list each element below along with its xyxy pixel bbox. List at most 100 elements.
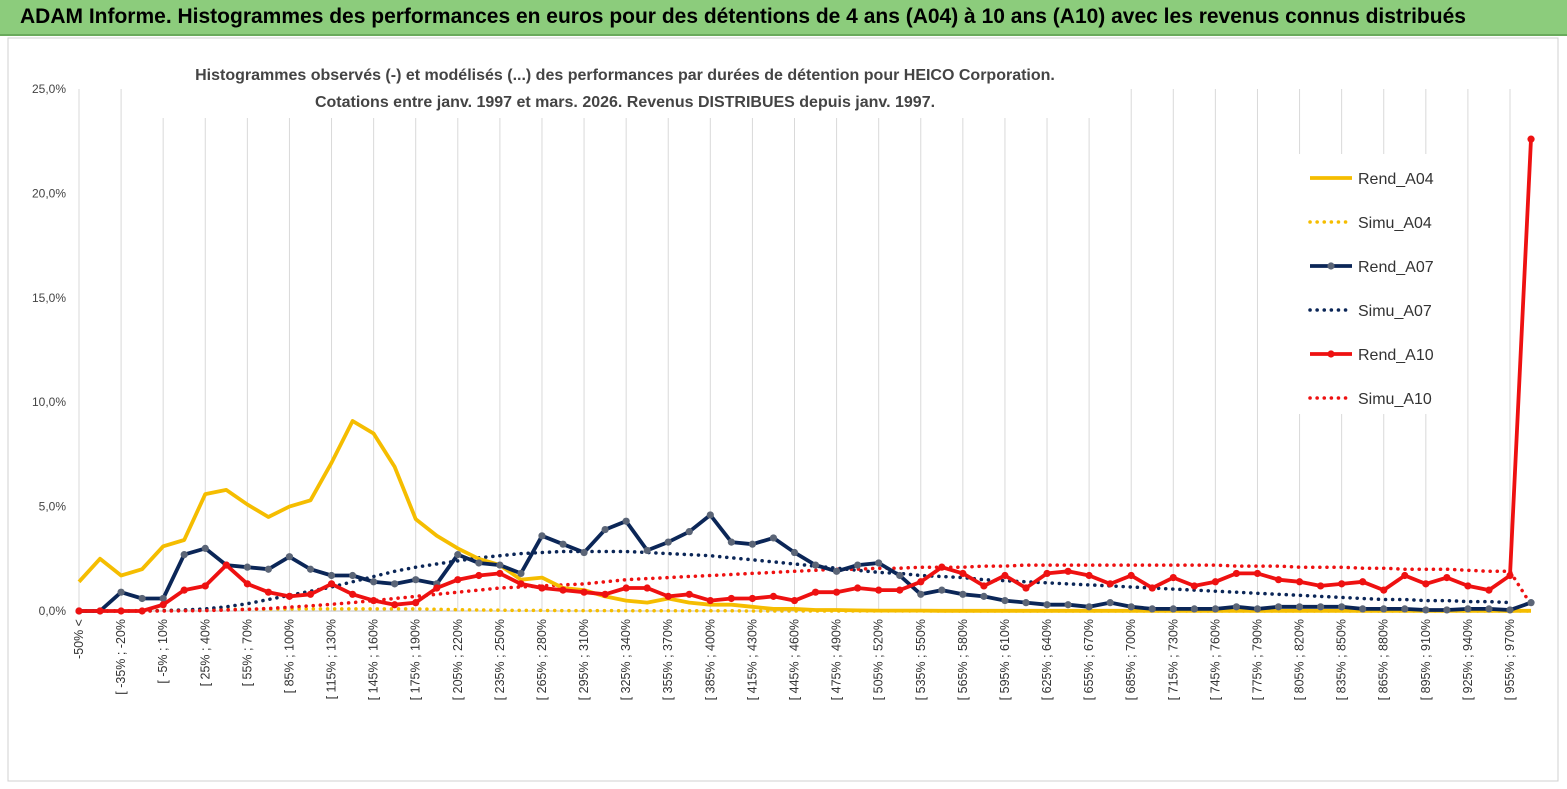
y-tick-label: 5,0% — [39, 500, 67, 514]
data-point-rend-a07 — [748, 540, 757, 548]
data-point-rend-a07 — [811, 561, 820, 569]
data-point-rend-a10 — [727, 594, 735, 603]
data-point-rend-a07 — [538, 532, 546, 540]
x-tick-label: [ 325% ; 340% — [619, 619, 633, 700]
data-point-rend-a10 — [580, 588, 588, 596]
data-point-rend-a10 — [1211, 578, 1219, 586]
data-point-rend-a07 — [875, 559, 883, 567]
data-point-rend-a07 — [1085, 603, 1093, 611]
data-point-rend-a10 — [412, 599, 420, 607]
x-tick-label: [ 895% ; 910% — [1419, 619, 1433, 700]
data-point-rend-a07 — [1232, 603, 1241, 611]
data-point-rend-a10 — [1401, 571, 1409, 580]
series-line-rend-a07 — [79, 513, 1532, 613]
data-point-rend-a10 — [1317, 582, 1325, 590]
series-line-rend-a04 — [77, 419, 1531, 613]
x-tick-label: [ 265% ; 280% — [535, 619, 549, 700]
data-point-rend-a07 — [159, 594, 167, 603]
x-tick-label: [ 25% ; 40% — [198, 619, 212, 686]
report-title: ADAM Informe. Histogrammes des performan… — [20, 5, 1466, 28]
data-point-rend-a07 — [1127, 603, 1135, 611]
data-point-rend-a07 — [959, 590, 967, 598]
data-point-rend-a10 — [1085, 571, 1093, 580]
performance-histogram-chart: 0,0% 5,0% 10,0% 15,0% 20,0% 25,0% -50% < [ -35… — [7, 37, 1559, 782]
data-point-rend-a07 — [1380, 605, 1388, 613]
x-tick-label: [ 175% ; 190% — [409, 619, 423, 700]
data-point-rend-a07 — [706, 511, 714, 519]
data-point-rend-a10 — [748, 594, 757, 603]
legend-marker — [1327, 262, 1335, 270]
data-point-rend-a10 — [706, 596, 714, 605]
data-point-rend-a10 — [832, 588, 841, 596]
data-point-rend-a07 — [138, 594, 146, 603]
data-point-rend-a07 — [1169, 605, 1177, 613]
chart-title: Histogrammes observés (-) et modélisés (… — [150, 56, 1100, 118]
data-point-rend-a10 — [769, 592, 778, 600]
x-tick-label: [ 535% ; 550% — [914, 619, 928, 700]
data-point-rend-a10 — [517, 580, 525, 588]
legend-marker — [1327, 350, 1335, 358]
data-point-rend-a07 — [412, 576, 420, 584]
y-axis: 0,0% 5,0% 10,0% 15,0% 20,0% 25,0% — [32, 82, 66, 618]
data-point-rend-a07 — [201, 544, 209, 552]
data-point-rend-a10 — [811, 588, 820, 596]
data-point-rend-a07 — [622, 517, 630, 525]
data-point-rend-a07 — [1148, 605, 1156, 613]
x-tick-label: [ 295% ; 310% — [577, 619, 591, 700]
data-point-rend-a07 — [1464, 605, 1472, 613]
data-point-rend-a10 — [1106, 580, 1114, 588]
data-point-rend-a10 — [370, 596, 378, 605]
data-point-rend-a07 — [854, 561, 862, 569]
data-point-rend-a10 — [222, 561, 230, 569]
data-point-rend-a10 — [1422, 580, 1430, 588]
data-point-rend-a10 — [1506, 571, 1514, 580]
data-point-rend-a10 — [559, 586, 567, 594]
data-point-rend-a07 — [1274, 603, 1283, 611]
x-tick-label: [ -5% ; 10% — [156, 619, 170, 684]
y-tick-label: 10,0% — [32, 395, 66, 409]
data-point-rend-a10 — [1190, 582, 1198, 590]
data-point-rend-a10 — [1338, 580, 1346, 588]
data-point-rend-a07 — [1295, 603, 1304, 611]
legend-label-rend-a07: Rend_A07 — [1358, 259, 1434, 276]
data-point-rend-a07 — [1401, 605, 1409, 613]
data-point-rend-a07 — [727, 538, 735, 546]
x-tick-label: [ 55% ; 70% — [240, 619, 254, 686]
x-tick-label: -50% < — [72, 619, 86, 659]
data-point-rend-a07 — [769, 534, 778, 542]
data-point-rend-a07 — [1001, 596, 1009, 605]
x-tick-label: [ 235% ; 250% — [493, 619, 507, 700]
legend-label-simu-a04: Simu_A04 — [1358, 215, 1432, 232]
data-point-rend-a10 — [1359, 578, 1367, 586]
x-tick-label: [ 145% ; 160% — [367, 619, 381, 700]
x-tick-label: [ 625% ; 640% — [1040, 619, 1054, 700]
data-point-rend-a07 — [117, 588, 125, 596]
data-point-rend-a10 — [790, 596, 799, 605]
legend-label-simu-a07: Simu_A07 — [1358, 303, 1432, 320]
report-banner: ADAM Informe. Histogrammes des performan… — [0, 0, 1567, 36]
data-point-rend-a10 — [643, 584, 651, 592]
data-point-rend-a07 — [1338, 603, 1346, 611]
chart-title-line-2: Cotations entre janv. 1997 et mars. 2026… — [315, 94, 935, 111]
data-point-rend-a07 — [1043, 601, 1051, 609]
data-point-rend-a07 — [896, 571, 904, 580]
data-point-rend-a10 — [622, 584, 630, 592]
data-point-rend-a10 — [917, 578, 925, 586]
series-line-simu-a10 — [77, 563, 1533, 613]
data-point-rend-a07 — [601, 525, 609, 534]
data-point-rend-a07 — [327, 571, 336, 580]
data-point-rend-a10 — [306, 590, 315, 598]
data-point-rend-a07 — [980, 592, 988, 600]
data-point-rend-a10 — [1443, 573, 1451, 582]
x-tick-label: [ 925% ; 940% — [1461, 619, 1475, 700]
data-point-rend-a07 — [306, 565, 315, 573]
data-point-rend-a10 — [1001, 571, 1009, 580]
data-point-rend-a10 — [433, 584, 441, 592]
x-tick-label: [ 595% ; 610% — [998, 619, 1012, 700]
data-point-rend-a07 — [938, 586, 946, 594]
x-tick-label: [ -35% ; -20% — [114, 619, 128, 695]
data-point-rend-a10 — [1064, 567, 1072, 575]
x-tick-label: [ 115% ; 130% — [325, 619, 339, 699]
legend-label-rend-a10: Rend_A10 — [1358, 347, 1434, 364]
y-tick-label: 0,0% — [39, 604, 67, 618]
